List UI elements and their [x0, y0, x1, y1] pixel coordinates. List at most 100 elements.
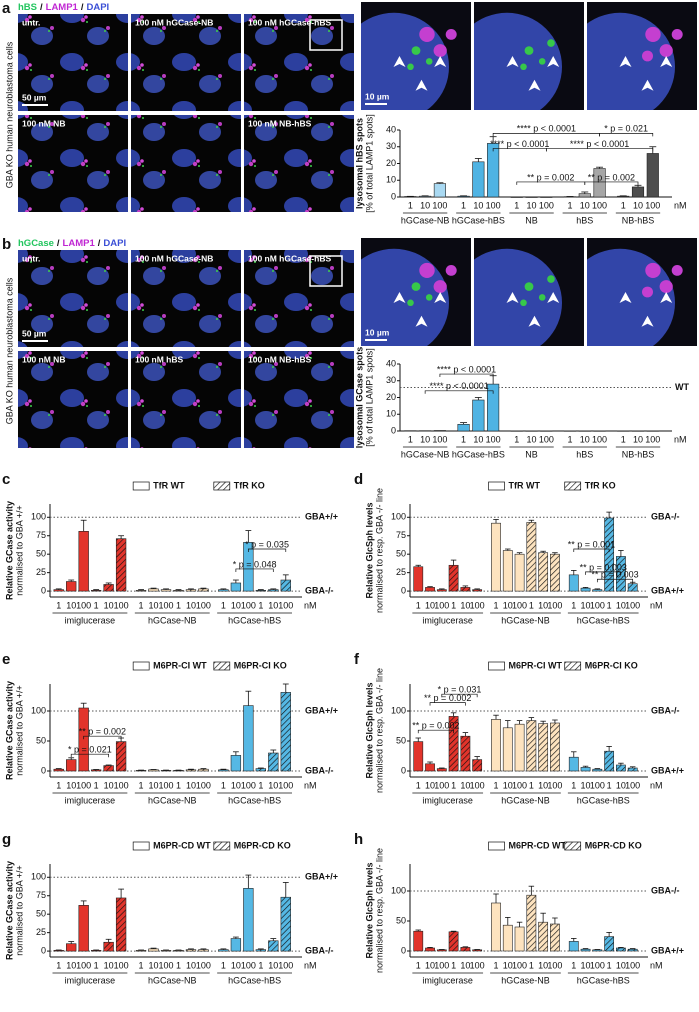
x-tick-label: 1 [567, 434, 572, 444]
y-tick-label: 30 [386, 375, 396, 385]
x-tick-label: 10 [149, 780, 159, 790]
group-label: imiglucerase [65, 615, 116, 625]
bar [604, 936, 615, 952]
x-tick-label: 1 [461, 434, 466, 444]
zoom-box [309, 19, 343, 51]
x-tick-label: 1 [514, 200, 519, 210]
y-tick-label: 10 [386, 409, 396, 419]
arrowhead [415, 79, 428, 91]
x-tick-label: 10 [66, 780, 76, 790]
group-label: imiglucerase [422, 615, 473, 625]
significance-bracket [545, 148, 654, 152]
group-label: hGCase-hBS [452, 215, 505, 225]
unit-label: nM [304, 960, 317, 970]
side-label: GBA KO human neuroblastoma cells [4, 277, 14, 424]
significance-bracket [417, 729, 454, 734]
panel-letter: f [354, 651, 360, 668]
micrograph [131, 115, 241, 212]
significance-label: **** p < 0.0001 [570, 139, 629, 149]
significance-bracket [235, 568, 274, 572]
y-tick-label: 25 [36, 567, 46, 577]
significance-label: ** p = 0.001 [568, 539, 615, 549]
zoom-micrograph [361, 238, 471, 346]
x-tick-label: 1 [529, 780, 534, 790]
x-tick-label: 100 [539, 434, 554, 444]
legend-label: TfR WT [509, 480, 541, 490]
bar [627, 767, 638, 772]
x-tick-label: 100 [278, 960, 293, 970]
significance-bracket [584, 181, 639, 185]
significance-label: * p = 0.031 [438, 685, 482, 695]
x-tick-label: 10 [420, 434, 430, 444]
y-tick-label: 50 [396, 915, 406, 925]
x-tick-label: 1 [621, 434, 626, 444]
arrowhead [660, 56, 673, 67]
x-tick-label: 1 [571, 960, 576, 970]
x-tick-label: 1 [494, 600, 499, 610]
group-label: hGCase-hBS [577, 615, 630, 625]
bar [425, 947, 435, 952]
x-tick-label: 10 [503, 960, 513, 970]
x-tick-label: 10 [616, 780, 626, 790]
zoom-micrograph [474, 2, 584, 110]
bar [419, 195, 432, 198]
x-tick-label: 10 [104, 600, 114, 610]
significance-label: **** p < 0.0001 [517, 124, 576, 134]
x-tick-label: 1 [56, 600, 61, 610]
x-tick-label: 10 [580, 434, 590, 444]
bar [540, 196, 553, 198]
bar [433, 183, 446, 198]
arrowhead [641, 79, 654, 91]
bar [135, 950, 147, 952]
y-tick-label: 25 [36, 927, 46, 937]
bar [568, 756, 579, 772]
reference-label: GBA+/+ [651, 585, 684, 595]
bar [448, 931, 459, 952]
bar [540, 430, 553, 432]
x-tick-label: 1 [176, 600, 181, 610]
y-tick-label: 100 [31, 512, 46, 522]
bar [243, 888, 254, 952]
y-tick-label: 0 [401, 765, 406, 775]
x-tick-label: 100 [470, 960, 485, 970]
panel-letter: b [2, 236, 11, 253]
bar [580, 587, 591, 592]
channel-separator: / [81, 2, 84, 13]
y-axis-label: lysosomal GCase spots [354, 347, 364, 449]
y-axis-label: normalised to resp. GBA -/- line [374, 848, 384, 973]
bar [563, 430, 577, 432]
x-tick-label: 100 [512, 600, 527, 610]
x-tick-label: 10 [633, 434, 643, 444]
x-tick-label: 10 [460, 960, 470, 970]
x-tick-label: 10 [186, 600, 196, 610]
panel-letter: c [2, 471, 10, 488]
x-tick-label: 100 [547, 600, 562, 610]
tile-label: 100 nM NB [22, 354, 65, 364]
arrowhead [660, 292, 673, 303]
y-tick-label: 75 [36, 890, 46, 900]
channel-separator: / [98, 238, 101, 249]
unit-label: nM [304, 780, 317, 790]
group-label: imiglucerase [65, 975, 116, 985]
bar [218, 949, 229, 952]
significance-bracket [516, 181, 586, 185]
group-label: hGCase-NB [401, 449, 450, 459]
significance-bracket [70, 753, 109, 758]
significance-label: * p = 0.035 [245, 539, 289, 549]
y-tick-label: 0 [401, 585, 406, 595]
y-tick-label: 40 [386, 358, 396, 368]
y-tick-label: 20 [386, 158, 396, 168]
bar [160, 589, 172, 592]
group-label: imiglucerase [65, 795, 116, 805]
x-tick-label: 10 [149, 600, 159, 610]
y-tick-label: 0 [391, 191, 396, 201]
channel-name: hBS [18, 2, 37, 13]
x-tick-label: 100 [547, 960, 562, 970]
legend-label: M6PR-CI KO [585, 660, 638, 670]
x-tick-label: 10 [633, 200, 643, 210]
x-tick-label: 100 [114, 960, 129, 970]
bar [160, 950, 172, 952]
x-tick-label: 1 [494, 960, 499, 970]
bar [115, 897, 127, 952]
x-tick-label: 100 [159, 600, 174, 610]
